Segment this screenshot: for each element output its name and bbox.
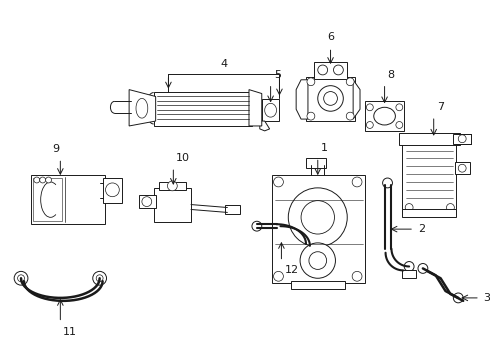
Circle shape [324, 91, 338, 105]
Circle shape [40, 177, 46, 183]
Bar [402, 210, 456, 217]
Circle shape [383, 178, 392, 188]
Circle shape [307, 78, 315, 86]
Bar [31, 175, 104, 224]
Bar [154, 188, 191, 222]
Circle shape [396, 104, 403, 111]
Bar [402, 141, 456, 215]
Circle shape [309, 252, 327, 269]
Circle shape [446, 204, 454, 211]
Polygon shape [129, 90, 156, 126]
Circle shape [142, 197, 152, 207]
Circle shape [18, 275, 24, 282]
Polygon shape [249, 90, 262, 126]
Text: 11: 11 [63, 327, 77, 337]
Circle shape [301, 201, 335, 234]
Circle shape [301, 241, 311, 251]
Circle shape [458, 164, 466, 172]
Circle shape [93, 271, 106, 285]
Circle shape [367, 104, 373, 111]
Bar [154, 91, 252, 126]
Polygon shape [260, 121, 270, 131]
Circle shape [168, 181, 177, 191]
Bar [159, 182, 186, 190]
Bar [402, 270, 416, 278]
Text: 10: 10 [176, 153, 190, 163]
Circle shape [352, 177, 362, 187]
Circle shape [334, 65, 343, 75]
Bar [314, 62, 347, 79]
Ellipse shape [374, 107, 395, 125]
Circle shape [418, 264, 428, 273]
Bar [455, 162, 470, 174]
Circle shape [273, 177, 283, 187]
Bar [306, 77, 355, 121]
Circle shape [405, 204, 413, 211]
Bar [33, 178, 62, 221]
Circle shape [105, 183, 119, 197]
Text: 8: 8 [388, 70, 394, 80]
Circle shape [14, 271, 28, 285]
Bar [225, 204, 240, 215]
Text: 4: 4 [220, 59, 227, 69]
Circle shape [352, 271, 362, 281]
Circle shape [404, 262, 414, 271]
Bar [262, 99, 279, 121]
Bar [453, 134, 471, 144]
Circle shape [318, 65, 328, 75]
Circle shape [273, 271, 283, 281]
Circle shape [300, 243, 336, 278]
Bar [365, 102, 404, 131]
Text: 7: 7 [437, 102, 444, 112]
Circle shape [34, 177, 40, 183]
Circle shape [96, 275, 103, 282]
Text: 2: 2 [418, 224, 425, 234]
Text: 3: 3 [483, 293, 490, 303]
Circle shape [367, 122, 373, 129]
Text: 6: 6 [327, 32, 334, 42]
Bar [139, 195, 156, 208]
Text: 5: 5 [274, 70, 282, 80]
Text: 12: 12 [284, 265, 298, 275]
Bar [399, 133, 460, 145]
Polygon shape [296, 80, 308, 119]
Text: 1: 1 [321, 144, 328, 153]
Bar [102, 178, 122, 203]
Circle shape [46, 177, 51, 183]
Bar [271, 175, 365, 283]
Polygon shape [353, 80, 360, 119]
Circle shape [288, 188, 347, 247]
Circle shape [318, 86, 343, 111]
Circle shape [252, 221, 262, 231]
Circle shape [307, 112, 315, 120]
Bar [291, 281, 345, 289]
Circle shape [346, 112, 354, 120]
Bar [306, 158, 326, 168]
Text: 9: 9 [52, 144, 59, 154]
Circle shape [346, 78, 354, 86]
Circle shape [396, 122, 403, 129]
Circle shape [453, 293, 463, 303]
